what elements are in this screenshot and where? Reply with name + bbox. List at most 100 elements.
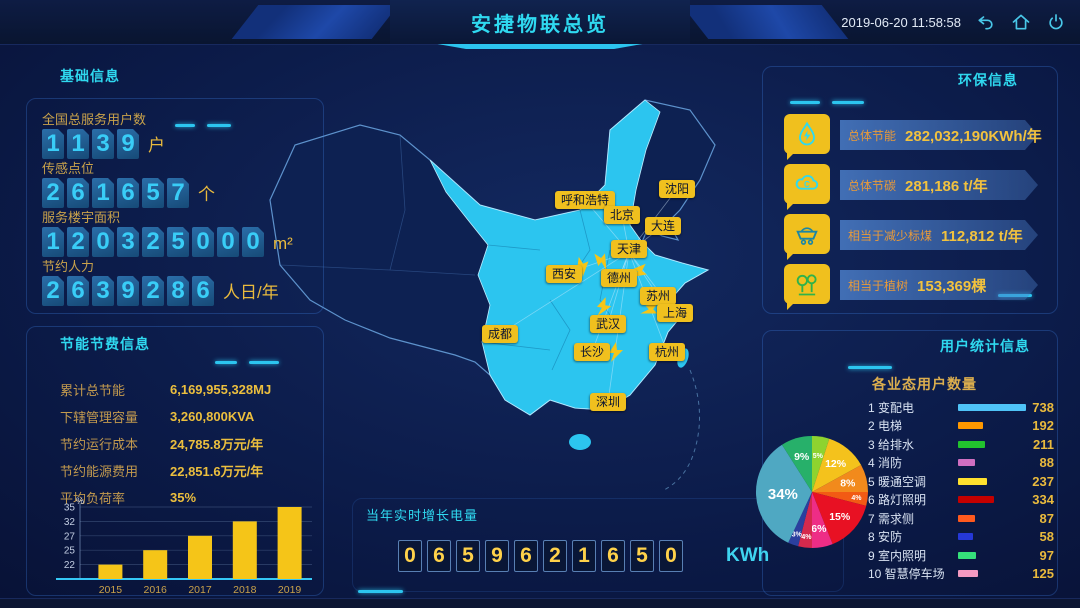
stat-digit: 9 xyxy=(117,276,139,306)
energy-row-label: 下辖管理容量 xyxy=(60,410,139,425)
home-icon[interactable] xyxy=(1011,12,1031,32)
legend-row: 10 智慧停车场 125 xyxy=(868,565,1054,584)
decor-dash xyxy=(832,101,864,104)
stat-label: 节约人力 xyxy=(42,259,95,274)
stat-group: 传感点位 2 6 1 6 5 7 个 xyxy=(42,161,332,208)
legend-label: 2 电梯 xyxy=(868,419,903,434)
city-label[interactable]: 西安 xyxy=(545,265,583,283)
legend-row: 8 安防 58 xyxy=(868,528,1054,547)
power-icon[interactable] xyxy=(1046,12,1066,32)
flow-arrow-icon xyxy=(640,302,659,314)
y-tick-label: 27 xyxy=(64,531,76,542)
board-digit: 5 xyxy=(630,540,654,572)
y-axis-unit: % xyxy=(76,497,84,506)
env-row-label: 相当于减少标煤 xyxy=(848,228,933,243)
board-digit: 6 xyxy=(601,540,625,572)
env-row: 相当于植树 153,369棵 xyxy=(784,262,1054,310)
legend-label: 5 暖通空调 xyxy=(868,474,927,489)
env-row-label: 相当于植树 xyxy=(848,278,909,293)
board-digit: 1 xyxy=(572,540,596,572)
env-text: 总体节碳 281,186 t/年 xyxy=(848,170,988,200)
stat-digit-row: 2 6 3 9 2 8 6 人日/年 xyxy=(42,276,332,306)
stat-unit: m² xyxy=(273,234,293,253)
province-borders xyxy=(481,209,621,371)
city-label[interactable]: 沈阳 xyxy=(658,180,696,198)
pie-slice xyxy=(812,492,867,545)
decor-dash xyxy=(175,124,195,127)
west-borders xyxy=(279,134,476,276)
env-info-frame xyxy=(762,66,1058,314)
stat-label: 全国总服务用户数 xyxy=(42,112,147,127)
legend-value: 738 xyxy=(1032,399,1054,415)
legend-value: 87 xyxy=(1039,510,1054,526)
decor-dash xyxy=(848,366,892,369)
city-label[interactable]: 北京 xyxy=(603,206,641,224)
decor-dash xyxy=(215,361,237,364)
pie-slice xyxy=(788,492,812,547)
legend-label: 3 给排水 xyxy=(868,437,915,452)
page-title: 安捷物联总览 xyxy=(471,13,609,36)
pie-slice-label: 9% xyxy=(794,451,810,463)
legend-row: 4 消防 88 xyxy=(868,454,1054,473)
legend-value: 334 xyxy=(1032,492,1054,508)
env-row-value: 281,186 t/年 xyxy=(905,177,988,195)
legend-value: 237 xyxy=(1032,473,1054,489)
legend-label: 4 消防 xyxy=(868,456,903,471)
energy-row: 节约运行成本 24,785.8万元/年 xyxy=(60,430,315,457)
city-label[interactable]: 深圳 xyxy=(589,393,627,411)
stat-digit: 6 xyxy=(192,276,214,306)
load-rate-bar-chart: % 22 25 27 32 35 2015 2016 2017 2018 2019 xyxy=(56,497,312,596)
city-label[interactable]: 苏州 xyxy=(639,287,677,305)
city-label[interactable]: 德州 xyxy=(600,269,638,287)
stat-unit: 户 xyxy=(148,136,165,155)
energy-row-label: 累计总节能 xyxy=(60,383,126,398)
city-label[interactable]: 长沙 xyxy=(573,343,611,361)
env-row-label: 总体节碳 xyxy=(848,178,897,193)
stat-label: 传感点位 xyxy=(42,161,95,176)
carbon-cloud-icon: C xyxy=(784,164,830,210)
city-label[interactable]: 杭州 xyxy=(648,343,686,361)
legend-row: 3 给排水 211 xyxy=(868,435,1054,454)
page-title-block: 安捷物联总览 xyxy=(390,0,690,44)
hainan-island xyxy=(569,434,591,450)
stat-digit: 0 xyxy=(217,227,239,257)
city-label[interactable]: 天津 xyxy=(610,240,648,258)
board-digit: 9 xyxy=(485,540,509,572)
stat-digit: 2 xyxy=(42,276,64,306)
stat-group: 全国总服务用户数 1 1 3 9 户 xyxy=(42,112,332,159)
bar xyxy=(277,507,302,579)
legend-swatch xyxy=(958,422,983,430)
energy-row-value: 22,851.6万元/年 xyxy=(170,464,264,479)
stat-digit: 5 xyxy=(142,178,164,208)
tree-icon xyxy=(784,264,830,310)
stat-digit: 9 xyxy=(117,129,139,159)
pie-slice-label: 4% xyxy=(801,534,812,541)
bar xyxy=(143,550,168,579)
pie-slice-label: 3% xyxy=(792,532,803,539)
user-stats-title: 用户统计信息 xyxy=(940,338,1030,354)
coal-cart-icon xyxy=(784,214,830,260)
pie-slice-label: 8% xyxy=(840,477,856,489)
city-label[interactable]: 上海 xyxy=(656,304,694,322)
city-label[interactable]: 呼和浩特 xyxy=(554,191,616,209)
env-info-title: 环保信息 xyxy=(958,72,1018,88)
back-icon[interactable] xyxy=(976,12,996,32)
city-label[interactable]: 成都 xyxy=(481,325,519,343)
legend-swatch xyxy=(958,440,985,448)
x-tick-label: 2016 xyxy=(144,584,168,596)
user-stats-frame xyxy=(762,330,1058,596)
legend-swatch xyxy=(958,533,973,541)
decor-dash xyxy=(790,101,820,104)
city-label[interactable]: 大连 xyxy=(644,217,682,235)
city-label[interactable]: 武汉 xyxy=(589,315,627,333)
energy-row: 累计总节能 6,169,955,328MJ xyxy=(60,376,315,403)
stat-digit: 2 xyxy=(142,276,164,306)
header-decor-left xyxy=(231,5,399,39)
pie-slice-label: 6% xyxy=(811,523,827,535)
pie-slice xyxy=(812,492,868,506)
stat-group: 服务楼宇面积 1 2 0 3 2 5 0 0 0 m² xyxy=(42,210,332,257)
bar xyxy=(188,535,212,579)
pie-slice xyxy=(812,438,862,492)
env-row-value: 112,812 t/年 xyxy=(941,227,1023,245)
